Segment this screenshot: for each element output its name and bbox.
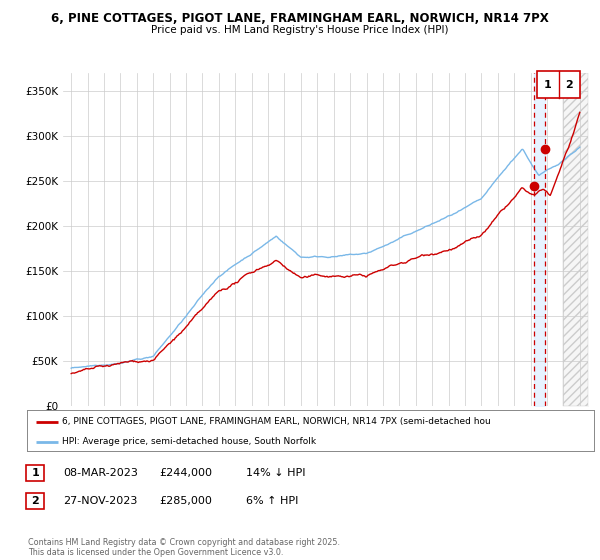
Text: 2: 2: [32, 496, 39, 506]
Text: 14% ↓ HPI: 14% ↓ HPI: [246, 468, 305, 478]
Text: Contains HM Land Registry data © Crown copyright and database right 2025.
This d: Contains HM Land Registry data © Crown c…: [28, 538, 340, 557]
Text: 6, PINE COTTAGES, PIGOT LANE, FRAMINGHAM EARL, NORWICH, NR14 7PX (semi-detached : 6, PINE COTTAGES, PIGOT LANE, FRAMINGHAM…: [62, 417, 491, 426]
Text: 1: 1: [32, 468, 39, 478]
Text: 08-MAR-2023: 08-MAR-2023: [63, 468, 138, 478]
Text: 2: 2: [566, 80, 573, 90]
Text: Price paid vs. HM Land Registry's House Price Index (HPI): Price paid vs. HM Land Registry's House …: [151, 25, 449, 35]
Text: HPI: Average price, semi-detached house, South Norfolk: HPI: Average price, semi-detached house,…: [62, 437, 316, 446]
Text: £285,000: £285,000: [159, 496, 212, 506]
Text: 27-NOV-2023: 27-NOV-2023: [63, 496, 137, 506]
Text: £244,000: £244,000: [159, 468, 212, 478]
Text: 6% ↑ HPI: 6% ↑ HPI: [246, 496, 298, 506]
Text: 6, PINE COTTAGES, PIGOT LANE, FRAMINGHAM EARL, NORWICH, NR14 7PX: 6, PINE COTTAGES, PIGOT LANE, FRAMINGHAM…: [51, 12, 549, 25]
Text: 1: 1: [544, 80, 551, 90]
